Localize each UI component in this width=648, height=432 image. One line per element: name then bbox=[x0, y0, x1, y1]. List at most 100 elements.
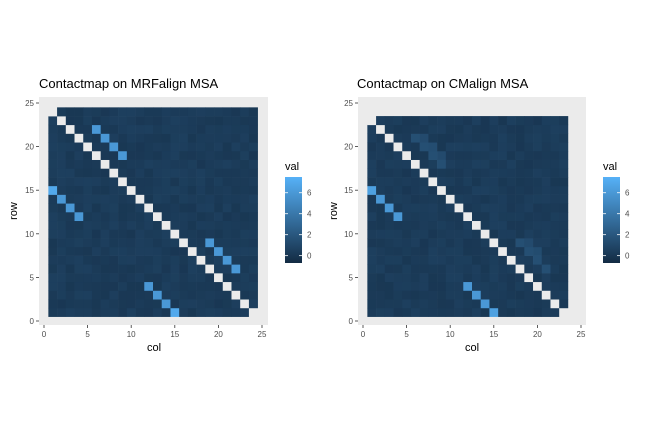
heatmap-cell bbox=[222, 177, 232, 187]
heatmap-cell bbox=[428, 246, 438, 256]
heatmap-cell bbox=[515, 307, 525, 317]
heatmap-cell bbox=[559, 212, 569, 222]
heatmap-cell bbox=[57, 255, 67, 265]
heatmap-cell bbox=[454, 255, 464, 265]
heatmap-cell bbox=[550, 281, 560, 291]
heatmap-cell bbox=[231, 264, 241, 274]
heatmap-cell bbox=[205, 307, 215, 317]
heatmap-cell bbox=[48, 203, 58, 213]
heatmap-cell bbox=[393, 168, 403, 178]
heatmap-cell bbox=[515, 168, 525, 178]
heatmap-cell bbox=[91, 203, 101, 213]
heatmap-cell bbox=[533, 177, 543, 187]
heatmap-cell bbox=[393, 124, 403, 134]
diagonal-cell bbox=[196, 255, 206, 265]
heatmap-cell bbox=[463, 246, 473, 256]
heatmap-cell bbox=[541, 281, 551, 291]
heatmap-cell bbox=[498, 255, 508, 265]
heatmap-cell bbox=[170, 264, 180, 274]
heatmap-cell bbox=[410, 212, 420, 222]
heatmap-cell bbox=[57, 290, 67, 300]
heatmap-cell bbox=[91, 307, 101, 317]
heatmap-cell bbox=[463, 307, 473, 317]
heatmap-cell bbox=[161, 264, 171, 274]
heatmap-cell bbox=[153, 273, 163, 283]
heatmap-cell bbox=[231, 185, 241, 195]
heatmap-cell bbox=[410, 307, 420, 317]
heatmap-cell bbox=[402, 177, 412, 187]
heatmap-cell bbox=[393, 307, 403, 317]
heatmap-cell bbox=[489, 159, 499, 169]
heatmap-cell bbox=[222, 229, 232, 239]
heatmap-cell bbox=[419, 203, 429, 213]
heatmap-cell bbox=[187, 185, 197, 195]
heatmap-cell bbox=[489, 185, 499, 195]
heatmap-cell bbox=[118, 290, 128, 300]
legend-colorbar bbox=[285, 177, 302, 263]
legend-ticks: 0 2 4 6 bbox=[285, 189, 312, 261]
heatmap-cell bbox=[118, 307, 128, 317]
heatmap-cell bbox=[109, 203, 119, 213]
heatmap-cell bbox=[454, 281, 464, 291]
heatmap-cell bbox=[506, 220, 516, 230]
heatmap-cell bbox=[83, 307, 93, 317]
heatmap-cell bbox=[428, 264, 438, 274]
heatmap-cell bbox=[83, 273, 93, 283]
heatmap-cell bbox=[384, 264, 394, 274]
heatmap-cell bbox=[126, 290, 136, 300]
heatmap-cell bbox=[533, 307, 543, 317]
heatmap-cell bbox=[384, 203, 394, 213]
heatmap-cell bbox=[367, 290, 377, 300]
heatmap-cell bbox=[153, 159, 163, 169]
heatmap-cell bbox=[74, 116, 84, 126]
heatmap-cell bbox=[559, 168, 569, 178]
heatmap-cell bbox=[506, 273, 516, 283]
heatmap-cell bbox=[384, 177, 394, 187]
heatmap-cell bbox=[463, 220, 473, 230]
heatmap-cell bbox=[248, 220, 258, 230]
heatmap-cell bbox=[179, 168, 189, 178]
heatmap-cell bbox=[109, 264, 119, 274]
heatmap-cell bbox=[419, 185, 429, 195]
heatmap-cell bbox=[506, 246, 516, 256]
heatmap-cell bbox=[541, 255, 551, 265]
heatmap-cell bbox=[187, 150, 197, 160]
heatmap-cell bbox=[524, 229, 534, 239]
heatmap-cell bbox=[367, 229, 377, 239]
heatmap-cell bbox=[109, 246, 119, 256]
heatmap-cell bbox=[480, 116, 490, 126]
heatmap-cell bbox=[463, 203, 473, 213]
heatmap-cell bbox=[515, 255, 525, 265]
heatmap-cell bbox=[231, 116, 241, 126]
heatmap-cell bbox=[48, 185, 58, 195]
heatmap-cell bbox=[445, 185, 455, 195]
heatmap-cell bbox=[74, 290, 84, 300]
heatmap-cell bbox=[454, 185, 464, 195]
heatmap-cell bbox=[231, 255, 241, 265]
heatmap-cell bbox=[489, 133, 499, 143]
heatmap-cell bbox=[524, 203, 534, 213]
heatmap-cell bbox=[231, 212, 241, 222]
heatmap-cell bbox=[376, 185, 386, 195]
heatmap-cell bbox=[48, 142, 58, 152]
heatmap-cell bbox=[524, 307, 534, 317]
heatmap-cell bbox=[376, 246, 386, 256]
heatmap-cell bbox=[231, 299, 241, 309]
heatmap-cell bbox=[498, 307, 508, 317]
heatmap-cell bbox=[410, 238, 420, 248]
heatmap-cell bbox=[118, 185, 128, 195]
heatmap-cell bbox=[410, 220, 420, 230]
heatmap-cell bbox=[480, 133, 490, 143]
heatmap-cell bbox=[48, 264, 58, 274]
heatmap-cell bbox=[559, 194, 569, 204]
diagonal-cell bbox=[506, 255, 516, 265]
heatmap-cell bbox=[48, 116, 58, 126]
heatmap-cell bbox=[550, 273, 560, 283]
heatmap-cell bbox=[248, 246, 258, 256]
heatmap-cell bbox=[541, 194, 551, 204]
heatmap-cell bbox=[472, 255, 482, 265]
heatmap-cell bbox=[393, 177, 403, 187]
heatmap-cell bbox=[144, 220, 154, 230]
heatmap-cell bbox=[445, 168, 455, 178]
heatmap-cell bbox=[559, 281, 569, 291]
